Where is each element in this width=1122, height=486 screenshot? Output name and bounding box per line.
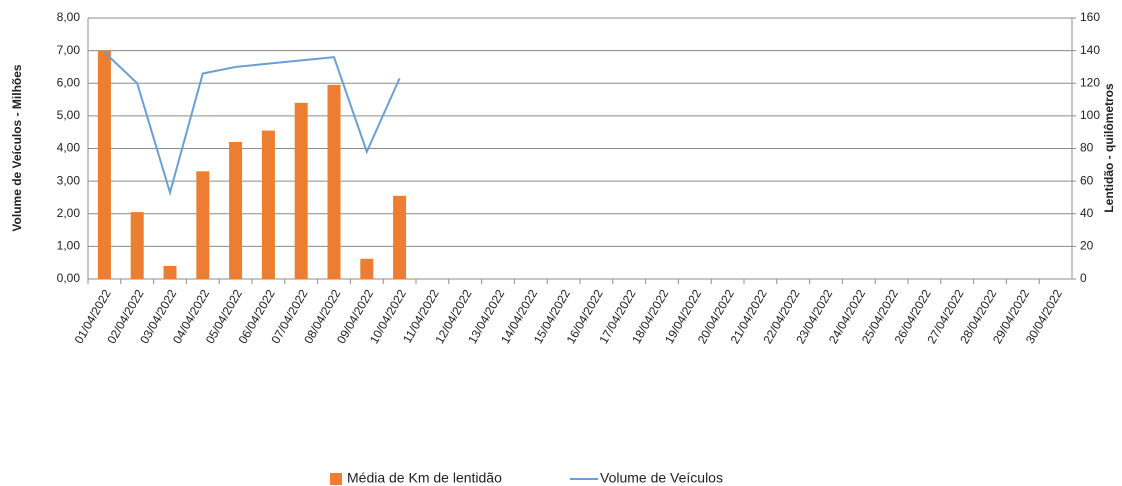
legend-label: Média de Km de lentidão [347,470,502,486]
y2-tick-label: 60 [1080,173,1094,187]
line [103,51,401,197]
bar [163,265,177,279]
bar [294,102,308,279]
bar [229,141,243,279]
y-tick-label: 2,00 [57,206,81,220]
y-tick-label: 5,00 [57,108,81,122]
y2-tick-label: 140 [1080,43,1100,57]
legend-swatch [330,473,342,485]
y2-axis-title: Lentidão - quilômetros [1102,83,1116,213]
y2-tick-label: 40 [1080,206,1094,220]
bar [360,258,374,279]
y-tick-label: 1,00 [57,239,81,253]
y-tick-label: 7,00 [57,43,81,57]
y2-tick-label: 100 [1080,108,1100,122]
y-tick-label: 0,00 [57,271,81,285]
y-tick-label: 4,00 [57,141,81,155]
bar [97,50,111,279]
y2-tick-label: 80 [1080,141,1094,155]
y2-tick-label: 120 [1080,75,1100,89]
y2-tick-label: 160 [1080,10,1100,24]
y-tick-label: 8,00 [57,10,81,24]
y-tick-label: 3,00 [57,173,81,187]
bar [261,130,275,279]
y-tick-label: 6,00 [57,75,81,89]
legend-label: Volume de Veículos [600,470,723,486]
y-axis-title: Volume de Veículos - Milhões [10,64,24,231]
y2-tick-label: 20 [1080,239,1094,253]
bar [327,84,341,279]
bar [393,195,407,279]
bar [196,171,210,279]
bar [130,212,144,279]
y2-tick-label: 0 [1080,271,1087,285]
